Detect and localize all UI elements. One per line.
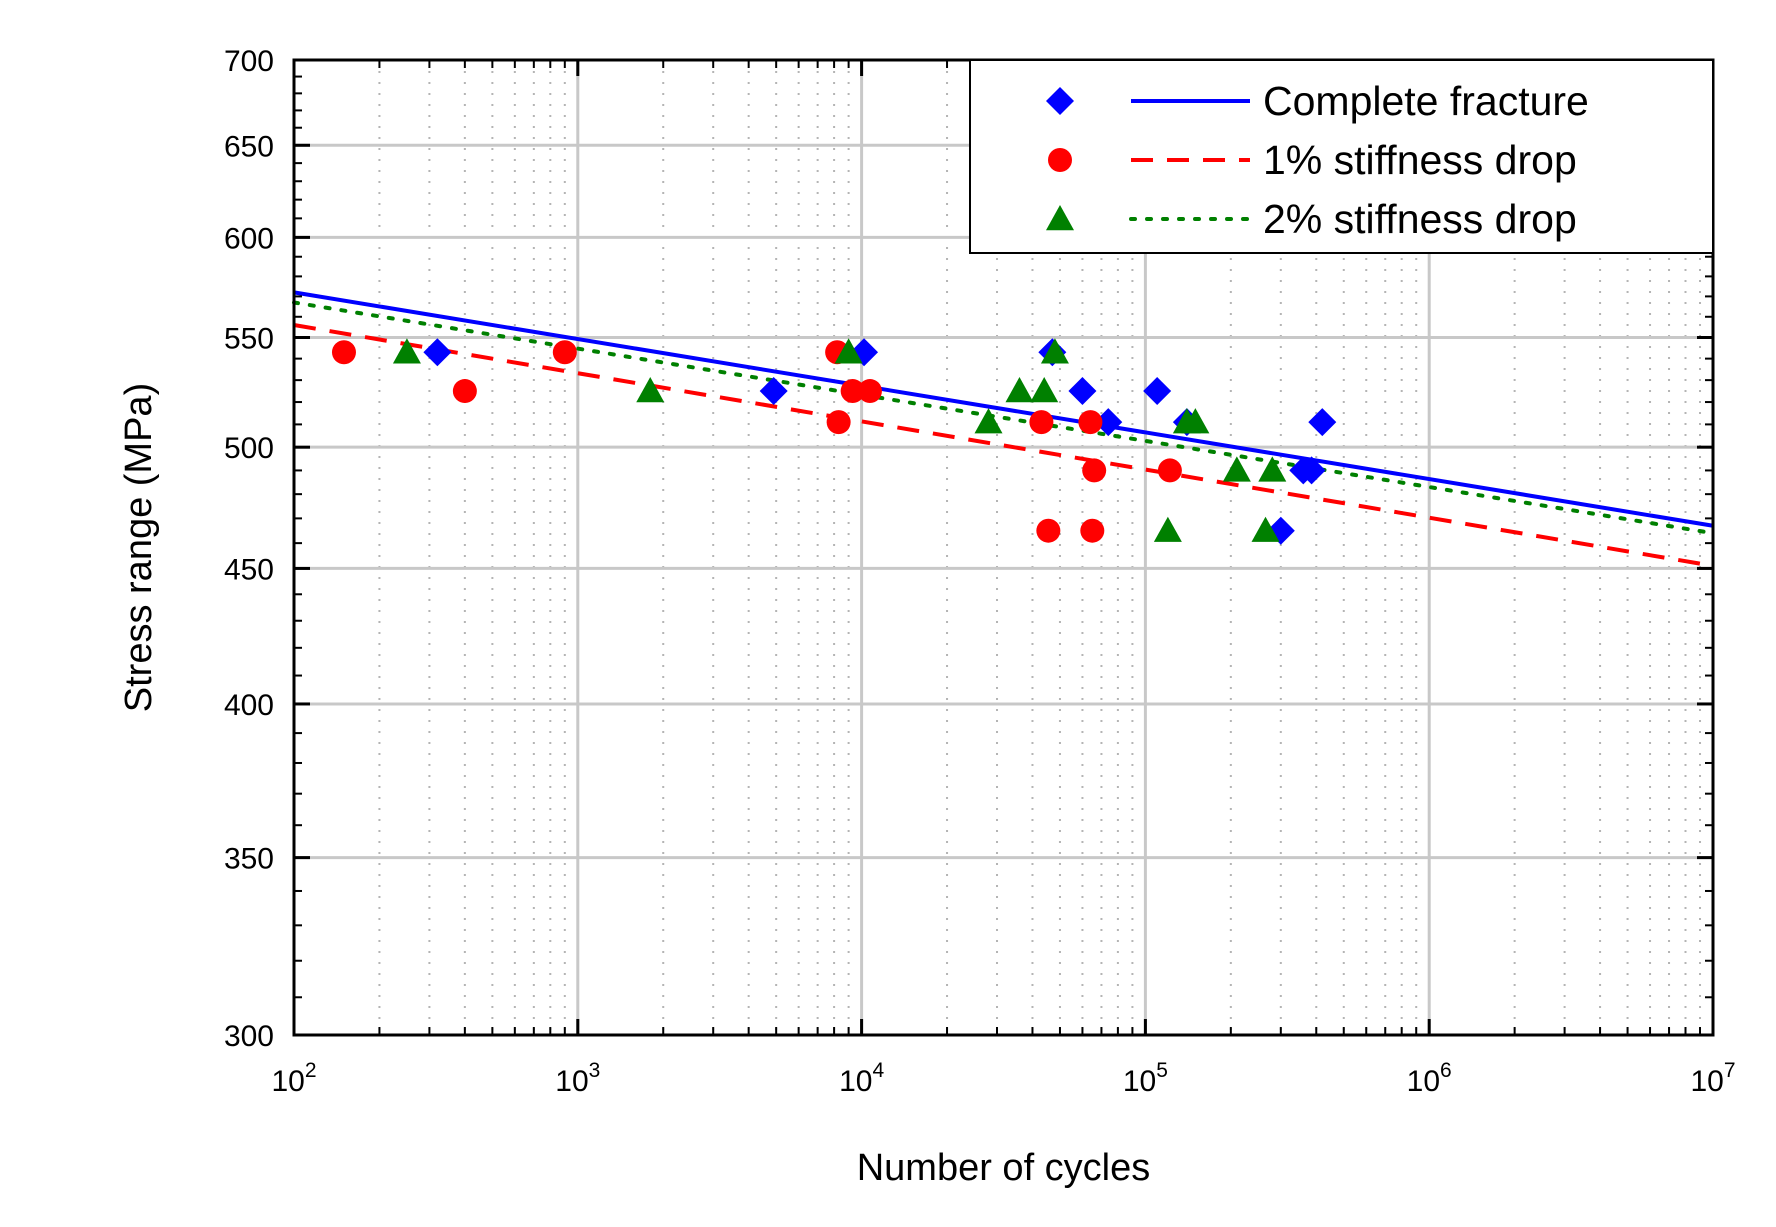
x-tick-label: 106 bbox=[1407, 1059, 1452, 1098]
data-point-circle bbox=[826, 410, 851, 435]
legend-box bbox=[969, 59, 1714, 254]
data-point-diamond bbox=[1068, 377, 1097, 406]
legend-label: 1% stiffness drop bbox=[1263, 137, 1577, 183]
data-point-diamond bbox=[759, 377, 788, 406]
legend-marker-circle bbox=[1048, 148, 1072, 172]
data-point-circle bbox=[552, 340, 577, 365]
y-tick-label: 650 bbox=[224, 130, 274, 163]
data-point-circle bbox=[1078, 410, 1103, 435]
data-point-diamond bbox=[1143, 377, 1172, 406]
y-tick-label: 600 bbox=[224, 222, 274, 255]
data-point-triangle bbox=[636, 377, 665, 403]
data-point-triangle bbox=[834, 338, 863, 364]
data-point-diamond bbox=[1094, 408, 1123, 437]
data-points bbox=[331, 338, 1337, 545]
data-point-diamond bbox=[1297, 456, 1326, 485]
data-point-circle bbox=[1080, 518, 1105, 543]
legend-marker-triangle bbox=[1046, 205, 1074, 231]
y-tick-label: 550 bbox=[224, 323, 274, 356]
legend-label: Complete fracture bbox=[1263, 78, 1589, 124]
data-point-circle bbox=[452, 379, 477, 404]
data-point-triangle bbox=[1181, 408, 1210, 434]
data-point-diamond bbox=[1308, 408, 1337, 437]
data-point-circle bbox=[840, 379, 865, 404]
x-tick-labels: 102 103 104 105 106 107 bbox=[271, 1059, 1735, 1098]
fit-line-circle bbox=[293, 323, 1714, 568]
data-point-circle bbox=[857, 379, 882, 404]
legend-marker-diamond bbox=[1046, 87, 1074, 115]
fit-lines bbox=[292, 290, 1715, 568]
y-tick-label: 500 bbox=[224, 432, 274, 465]
x-tick-label: 107 bbox=[1690, 1059, 1735, 1098]
legend-label: 2% stiffness drop bbox=[1263, 196, 1577, 242]
data-point-triangle bbox=[1258, 456, 1287, 482]
data-point-triangle bbox=[974, 408, 1003, 434]
fit-line-diamond bbox=[293, 290, 1714, 528]
data-point-triangle bbox=[392, 338, 421, 364]
data-point-circle bbox=[1082, 458, 1107, 483]
x-tick-label: 105 bbox=[1123, 1059, 1168, 1098]
data-point-triangle bbox=[1222, 456, 1251, 482]
data-point-circle bbox=[1157, 458, 1182, 483]
x-tick-label: 104 bbox=[839, 1059, 884, 1098]
x-axis-title: Number of cycles bbox=[857, 1147, 1151, 1189]
legend: Complete fracture 1% stiffness drop 2% sti… bbox=[969, 59, 1714, 254]
data-point-triangle bbox=[1030, 377, 1059, 403]
y-tick-label: 300 bbox=[224, 1020, 274, 1053]
data-point-triangle bbox=[1040, 338, 1069, 364]
fit-line-triangle bbox=[292, 300, 1715, 536]
y-tick-label: 350 bbox=[224, 843, 274, 876]
y-axis-title: Stress range (MPa) bbox=[118, 383, 160, 712]
y-tick-label: 700 bbox=[224, 45, 274, 78]
data-point-triangle bbox=[1251, 516, 1280, 542]
x-tick-label: 102 bbox=[271, 1059, 316, 1098]
data-point-diamond bbox=[423, 338, 452, 367]
y-tick-label: 450 bbox=[224, 553, 274, 586]
y-tick-label: 400 bbox=[224, 689, 274, 722]
x-tick-label: 103 bbox=[555, 1059, 600, 1098]
data-point-triangle bbox=[1005, 377, 1034, 403]
data-point-triangle bbox=[1153, 516, 1182, 542]
data-point-circle bbox=[1029, 410, 1054, 435]
data-point-circle bbox=[1036, 518, 1061, 543]
data-point-circle bbox=[331, 340, 356, 365]
y-tick-labels: 300 350 400 450 500 550 600 650 700 bbox=[224, 45, 274, 1053]
